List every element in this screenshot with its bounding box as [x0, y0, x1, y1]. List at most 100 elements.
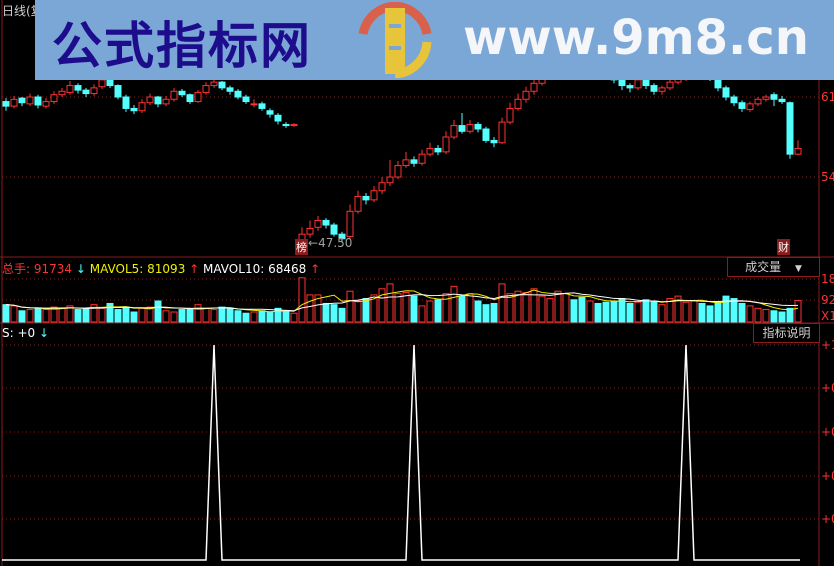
volume-bar — [122, 306, 130, 323]
candle-down — [786, 102, 794, 155]
volume-bar — [338, 307, 346, 323]
volume-bar — [34, 307, 42, 323]
volume-bar — [138, 307, 146, 323]
volume-bar — [314, 294, 322, 323]
low-badge[interactable]: 榜 — [295, 239, 308, 255]
volume-axis-label: 18 — [821, 272, 834, 286]
candle-down — [738, 102, 746, 109]
indicator-explain-button[interactable]: 指标说明 — [753, 323, 820, 343]
volume-bar — [218, 306, 226, 323]
candle-down — [714, 78, 722, 89]
candle-up — [26, 96, 34, 105]
volume-bar — [722, 295, 730, 323]
volume-bar — [402, 291, 410, 323]
indicator-s-line — [2, 344, 800, 561]
candle-down — [338, 233, 346, 240]
candle-down — [642, 79, 650, 87]
candle-down — [226, 87, 234, 92]
candle-up — [506, 107, 514, 123]
candle-down — [490, 139, 498, 144]
candle-up — [354, 195, 362, 212]
volume-bar — [706, 305, 714, 323]
volume-bar — [610, 300, 618, 323]
volume-bar — [674, 295, 682, 323]
candle-down — [186, 94, 194, 103]
candle-down — [362, 195, 370, 201]
candle-down — [650, 85, 658, 92]
candle-down — [322, 219, 330, 226]
volume-bar — [586, 300, 594, 323]
volume-bar — [234, 310, 242, 323]
volume-bar — [362, 298, 370, 323]
candle-up — [634, 79, 642, 89]
mavol10-value: MAVOL10: 68468 — [203, 262, 307, 276]
candle-up — [394, 165, 402, 178]
volume-bar — [58, 307, 66, 323]
candle-down — [74, 85, 82, 91]
volume-bar — [42, 309, 50, 323]
volume-bar — [186, 307, 194, 323]
volume-bar — [98, 307, 106, 323]
volume-bar — [202, 307, 210, 323]
volume-bar — [778, 311, 786, 323]
volume-bar — [18, 310, 26, 323]
candle-up — [418, 153, 426, 164]
candle-up — [514, 98, 522, 109]
volume-bar — [570, 299, 578, 323]
volume-bar — [394, 293, 402, 323]
volume-bar — [250, 311, 258, 323]
candle-up — [346, 210, 354, 237]
volume-bar — [698, 302, 706, 323]
volume-bar — [482, 304, 490, 323]
volume-bar — [322, 302, 330, 323]
volume-bar — [162, 310, 170, 323]
volume-bar — [514, 290, 522, 323]
candle-up — [98, 79, 106, 88]
volume-bar — [506, 293, 514, 323]
volume-axis-unit: X1 — [821, 309, 834, 323]
volume-bar — [354, 300, 362, 323]
candle-up — [450, 125, 458, 138]
candle-down — [242, 96, 250, 103]
candle-up — [202, 85, 210, 93]
volume-bar — [418, 305, 426, 323]
finance-badge[interactable]: 财 — [777, 239, 790, 255]
volume-bar — [650, 300, 658, 323]
candle-down — [618, 79, 626, 87]
candle-up — [754, 98, 762, 105]
volume-bar — [754, 307, 762, 323]
volume-bar — [458, 295, 466, 323]
volume-bar — [378, 288, 386, 323]
volume-axis-label: 92 — [821, 293, 834, 307]
volume-bar — [770, 310, 778, 323]
volume-indicator-select[interactable]: 成交量 ▼ — [727, 257, 820, 277]
candle-up — [666, 81, 674, 89]
candle-down — [258, 103, 266, 109]
candle-up — [90, 87, 98, 95]
candle-up — [306, 227, 314, 235]
volume-bar — [386, 283, 394, 323]
volume-select-label: 成交量 — [745, 260, 782, 274]
volume-header: 总手: 91734 ↓ MAVOL5: 81093 ↑ MAVOL10: 684… — [2, 260, 320, 277]
candle-down — [722, 87, 730, 98]
candle-up — [466, 123, 474, 132]
volume-bar — [642, 299, 650, 323]
volume-bar — [626, 302, 634, 323]
dropdown-triangle-icon: ▼ — [794, 264, 802, 274]
volume-bar — [90, 304, 98, 323]
candle-up — [66, 85, 74, 93]
candle-down — [410, 159, 418, 164]
arrow-up-icon: ↑ — [306, 262, 321, 276]
volume-bar — [26, 309, 34, 323]
candle-down — [234, 90, 242, 98]
candle-down — [34, 96, 42, 106]
candle-up — [762, 96, 770, 100]
price-axis-label: 61 — [821, 90, 834, 104]
candle-up — [50, 94, 58, 103]
candle-down — [154, 96, 162, 105]
period-label[interactable]: 日线(复 — [2, 4, 43, 18]
volume-bar — [714, 301, 722, 323]
volume-bar — [74, 309, 82, 323]
low-price-value: 47.50 — [318, 236, 353, 250]
